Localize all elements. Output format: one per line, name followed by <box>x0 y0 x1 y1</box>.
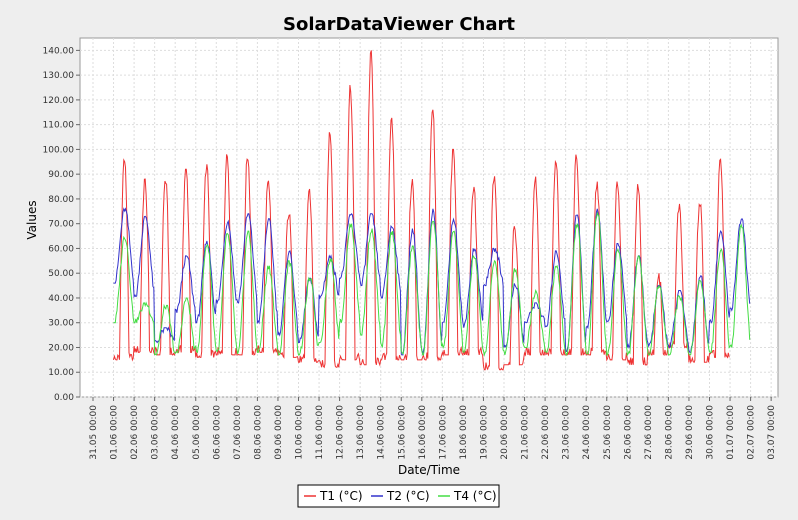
legend-label-3: T4 (°C) <box>453 489 497 503</box>
y-tick-label: 110.00 <box>43 121 75 131</box>
series-line-1 <box>113 50 730 371</box>
x-tick-label: 23.06 00:00 <box>562 405 572 460</box>
y-tick-label: 20.00 <box>48 343 74 353</box>
x-tick-label: 16.06 00:00 <box>418 405 428 460</box>
legend-box <box>297 484 500 508</box>
x-tick-label: 15.06 00:00 <box>397 405 407 460</box>
x-tick-label: 03.06 00:00 <box>151 405 161 460</box>
x-tick-label: 19.06 00:00 <box>479 405 489 460</box>
legend: T1 (°C) T2 (°C) T4 (°C) <box>297 484 500 508</box>
chart-title: SolarDataViewer Chart <box>283 14 515 35</box>
x-tick-label: 11.06 00:00 <box>315 405 325 460</box>
x-tick-label: 21.06 00:00 <box>521 405 531 460</box>
x-tick-label: 24.06 00:00 <box>582 405 592 460</box>
x-tick-label: 02.07 00:00 <box>747 405 757 460</box>
y-tick-label: 70.00 <box>48 220 74 230</box>
x-tick-label: 01.07 00:00 <box>726 405 736 460</box>
x-tick-label: 04.06 00:00 <box>171 405 181 460</box>
y-axis-label: Values <box>25 200 39 239</box>
x-tick-label: 06.06 00:00 <box>212 405 222 460</box>
x-axis-ticks: 31.05 00:00 01.06 00:00 02.06 00:00 03.06 0… <box>89 397 777 460</box>
x-tick-label: 10.06 00:00 <box>295 405 305 460</box>
x-tick-label: 29.06 00:00 <box>685 405 695 460</box>
legend-label-1: T1 (°C) <box>319 489 363 503</box>
y-tick-label: 100.00 <box>43 145 75 155</box>
x-axis-label: Date/Time <box>398 463 460 477</box>
x-tick-label: 05.06 00:00 <box>192 405 202 460</box>
x-tick-label: 26.06 00:00 <box>623 405 633 460</box>
x-tick-label: 28.06 00:00 <box>664 405 674 460</box>
x-tick-label: 27.06 00:00 <box>644 405 654 460</box>
y-tick-label: 130.00 <box>43 71 75 81</box>
x-tick-label: 07.06 00:00 <box>233 405 243 460</box>
y-axis-ticks: 0.00 10.00 20.00 30.00 40.00 50.00 60.00 70.00 8… <box>43 46 80 403</box>
x-tick-label: 01.06 00:00 <box>110 405 120 460</box>
x-tick-label: 20.06 00:00 <box>500 405 510 460</box>
legend-label-2: T2 (°C) <box>386 489 430 503</box>
x-tick-label: 18.06 00:00 <box>459 405 469 460</box>
y-tick-label: 90.00 <box>48 170 74 180</box>
y-tick-label: 40.00 <box>48 294 74 304</box>
x-tick-label: 09.06 00:00 <box>274 405 284 460</box>
x-tick-label: 22.06 00:00 <box>541 405 551 460</box>
y-tick-label: 10.00 <box>48 368 74 378</box>
y-tick-label: 60.00 <box>48 244 74 254</box>
series-lines <box>113 50 751 371</box>
y-tick-label: 80.00 <box>48 195 74 205</box>
x-tick-label: 25.06 00:00 <box>603 405 613 460</box>
y-tick-label: 0.00 <box>54 393 74 403</box>
y-tick-label: 120.00 <box>43 96 75 106</box>
x-tick-label: 12.06 00:00 <box>336 405 346 460</box>
y-tick-label: 50.00 <box>48 269 74 279</box>
y-tick-label: 140.00 <box>43 46 75 56</box>
x-tick-label: 17.06 00:00 <box>438 405 448 460</box>
x-tick-label: 30.06 00:00 <box>706 405 716 460</box>
series-line-3 <box>113 211 751 357</box>
x-tick-label: 03.07 00:00 <box>767 405 777 460</box>
x-tick-label: 02.06 00:00 <box>130 405 140 460</box>
gridlines <box>80 38 778 398</box>
x-tick-label: 14.06 00:00 <box>377 405 387 460</box>
x-tick-label: 13.06 00:00 <box>356 405 366 460</box>
x-tick-label: 31.05 00:00 <box>89 405 99 460</box>
x-tick-label: 08.06 00:00 <box>253 405 263 460</box>
y-tick-label: 30.00 <box>48 319 74 329</box>
